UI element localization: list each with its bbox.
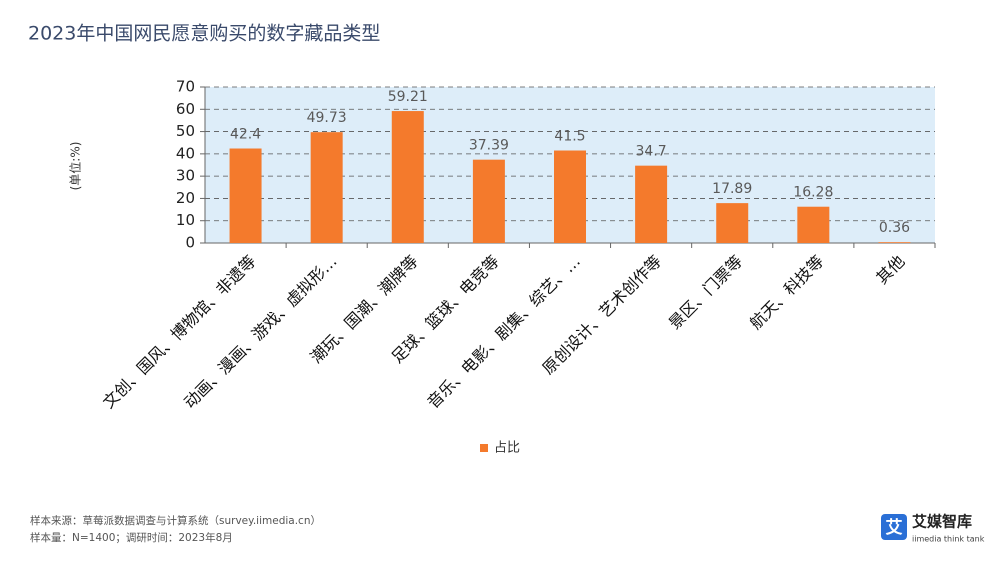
bar [310, 132, 343, 243]
x-tick-label: 景区、门票等 [665, 252, 746, 333]
value-label: 16.28 [793, 185, 833, 201]
value-label: 59.21 [388, 89, 428, 105]
x-tick-label: 音乐、电影、剧集、综艺、… [423, 252, 584, 413]
y-tick-label: 40 [176, 144, 195, 162]
value-label: 37.39 [469, 138, 509, 154]
bar [878, 242, 911, 243]
logo-tagline: iimedia think tank [912, 535, 985, 544]
logo-icon: 艾 [886, 517, 903, 538]
value-label: 49.73 [307, 110, 347, 126]
logo-icon-bg [881, 514, 907, 540]
y-axis-label: (单位:%) [68, 142, 83, 191]
y-tick-label: 0 [185, 234, 195, 252]
x-tick-label: 文创、国风、博物馆、非遗等 [99, 252, 260, 413]
bar [716, 203, 749, 243]
x-tick-label: 其他 [872, 252, 908, 288]
legend-swatch [480, 444, 488, 452]
source-note: 样本来源：草莓派数据调查与计算系统（survey.iimedia.cn） [30, 514, 321, 527]
y-tick-label: 50 [176, 122, 195, 140]
y-tick-label: 30 [176, 167, 195, 185]
bar [635, 165, 668, 243]
value-label: 0.36 [879, 220, 910, 236]
y-tick-label: 60 [176, 100, 195, 118]
sample-note: 样本量：N=1400；调研时间：2023年8月 [30, 531, 233, 544]
y-tick-label: 20 [176, 189, 195, 207]
chart-title: 2023年中国网民愿意购买的数字藏品类型 [28, 23, 380, 45]
bar [797, 206, 830, 243]
y-tick-label: 70 [176, 78, 195, 96]
x-tick-label: 航天、科技等 [746, 252, 827, 333]
x-tick-label: 动画、漫画、游戏、虚拟形… [180, 252, 341, 413]
logo-name: 艾媒智库 [912, 513, 972, 531]
value-label: 34.7 [636, 144, 667, 160]
legend-label: 占比 [494, 441, 520, 456]
value-label: 42.4 [230, 127, 261, 143]
y-tick-label: 10 [176, 211, 195, 229]
bar [472, 159, 505, 243]
value-label: 41.5 [554, 129, 585, 145]
bar [391, 111, 424, 243]
bar [554, 150, 586, 243]
bar [229, 148, 262, 243]
value-label: 17.89 [712, 181, 752, 197]
